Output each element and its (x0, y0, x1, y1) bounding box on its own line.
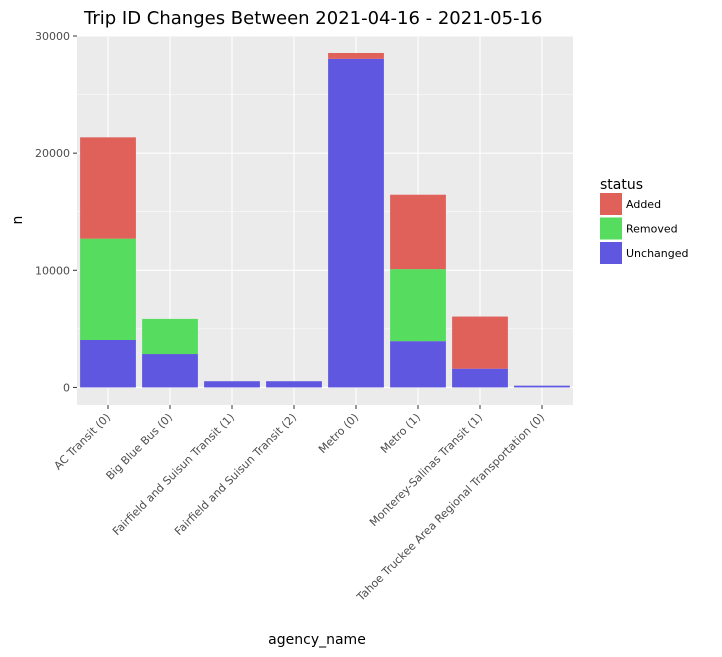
legend: status Added Removed Unchanged (600, 177, 689, 264)
bar-unchanged (204, 381, 260, 388)
y-tick-label: 30000 (35, 30, 70, 43)
grid-layer (77, 35, 573, 405)
bar-added (452, 316, 508, 369)
bar-removed (80, 238, 136, 340)
bar-unchanged (80, 339, 136, 388)
y-tick-label: 10000 (35, 264, 70, 277)
bar-unchanged (514, 385, 570, 388)
bar-unchanged (142, 354, 198, 388)
legend-label-unchanged: Unchanged (626, 247, 689, 260)
legend-swatch-added (600, 193, 622, 215)
y-tick-label: 0 (63, 381, 70, 394)
bars-layer (80, 52, 570, 388)
bar-added (328, 52, 384, 59)
legend-title: status (600, 177, 643, 193)
x-tick-label: Monterey-Salinas Transit (1) (367, 411, 485, 529)
legend-swatch-unchanged (600, 242, 622, 264)
bar-unchanged (266, 381, 322, 388)
bar-unchanged (390, 341, 446, 388)
legend-swatch-removed (600, 217, 622, 240)
y-tick-label: 20000 (35, 147, 70, 160)
bar-added (80, 137, 136, 239)
bar-removed (142, 318, 198, 355)
x-axis-title: agency_name (268, 632, 366, 648)
bar-unchanged (328, 58, 384, 388)
bar-added (390, 194, 446, 270)
x-tick-label: Metro (1) (378, 411, 423, 456)
x-tick-label: AC Transit (0) (52, 411, 114, 473)
legend-label-added: Added (626, 198, 661, 211)
x-tick-label: Big Blue Bus (0) (104, 411, 176, 483)
legend-label-removed: Removed (626, 223, 678, 236)
x-tick-label: Fairfield and Suisun Transit (2) (172, 411, 299, 538)
bar-removed (390, 269, 446, 342)
bar-unchanged (452, 368, 508, 388)
y-axis-title: n (10, 216, 26, 225)
x-tick-label: Fairfield and Suisun Transit (1) (110, 411, 237, 538)
chart-title: Trip ID Changes Between 2021-04-16 - 202… (83, 8, 542, 29)
x-tick-label: Metro (0) (316, 411, 361, 456)
